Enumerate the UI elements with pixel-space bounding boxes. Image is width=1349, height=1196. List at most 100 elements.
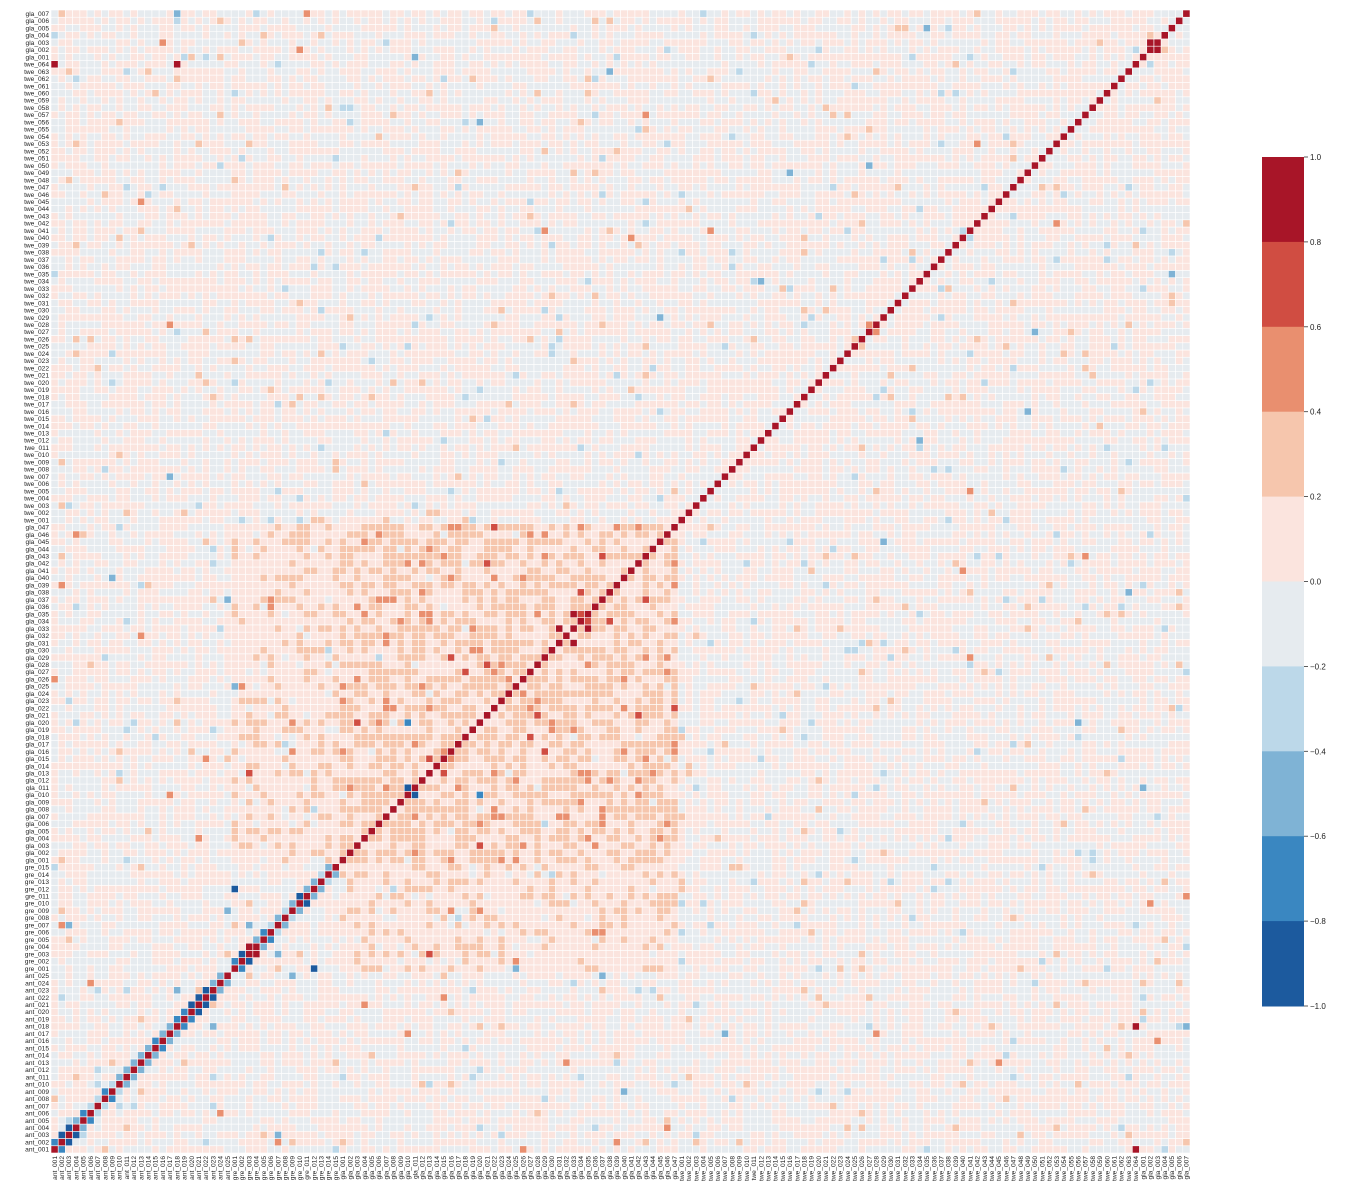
heatmap-cell xyxy=(403,1008,412,1016)
heatmap-cell xyxy=(872,1073,881,1081)
heatmap-cell xyxy=(785,1044,794,1053)
heatmap-cell xyxy=(922,1022,931,1031)
heatmap-cell xyxy=(944,957,953,966)
heatmap-cell xyxy=(295,986,304,995)
heatmap-cell xyxy=(836,1131,845,1139)
heatmap-cell xyxy=(634,1116,643,1125)
heatmap-cell xyxy=(331,1087,340,1096)
heatmap-cell xyxy=(1002,1058,1011,1067)
heatmap-cell xyxy=(627,1015,636,1024)
heatmap-cell xyxy=(605,1058,614,1067)
heatmap-cell xyxy=(620,979,629,987)
heatmap-cell xyxy=(584,928,592,937)
heatmap-cell xyxy=(173,1015,182,1024)
heatmap-cell xyxy=(692,1109,701,1118)
heatmap-cell xyxy=(555,1029,564,1038)
heatmap-cell xyxy=(879,1000,888,1009)
heatmap-cell xyxy=(1103,1087,1111,1096)
heatmap-cell xyxy=(403,935,412,944)
heatmap-cell xyxy=(973,1022,982,1031)
heatmap-cell xyxy=(605,1123,614,1132)
heatmap-cell xyxy=(879,1116,888,1125)
heatmap-cell xyxy=(757,1008,765,1016)
heatmap-cell xyxy=(331,1073,340,1081)
heatmap-cell xyxy=(605,1000,614,1009)
heatmap-cell xyxy=(742,1073,751,1081)
heatmap-cell xyxy=(93,1073,102,1081)
heatmap-cell xyxy=(194,1138,203,1147)
heatmap-cell xyxy=(742,1087,751,1096)
heatmap-cell xyxy=(670,1051,679,1060)
heatmap-cell xyxy=(454,1008,463,1016)
heatmap-cell xyxy=(230,1138,239,1147)
heatmap-cell xyxy=(692,1080,701,1089)
heatmap-cell xyxy=(447,993,455,1002)
heatmap-cell xyxy=(764,1029,773,1038)
heatmap-cell xyxy=(130,1080,138,1089)
heatmap-cell xyxy=(749,1109,758,1118)
heatmap-cell xyxy=(764,993,773,1002)
heatmap-cell xyxy=(814,1080,823,1089)
heatmap-cell xyxy=(785,986,794,995)
heatmap-cell xyxy=(504,1145,513,1154)
heatmap-cell xyxy=(814,1029,823,1038)
heatmap-cell xyxy=(533,1073,542,1081)
heatmap-cell xyxy=(1182,1138,1191,1147)
heatmap-cell xyxy=(591,1102,600,1110)
heatmap-cell xyxy=(57,1138,66,1147)
heatmap-cell xyxy=(461,986,470,995)
heatmap-cell xyxy=(1175,986,1184,995)
heatmap-cell xyxy=(367,1138,376,1147)
heatmap-cell xyxy=(418,979,427,987)
heatmap-cell xyxy=(1045,1008,1054,1016)
heatmap-cell xyxy=(382,1029,391,1038)
heatmap-cell xyxy=(843,1131,852,1139)
heatmap-cell xyxy=(439,957,448,966)
heatmap-cell xyxy=(281,1065,290,1074)
heatmap-cell xyxy=(238,1094,246,1103)
heatmap-cell xyxy=(807,1000,816,1009)
heatmap-cell xyxy=(1175,957,1184,966)
heatmap-cell xyxy=(685,928,693,937)
heatmap-cell xyxy=(591,993,600,1002)
heatmap-cell xyxy=(432,1116,441,1125)
heatmap-cell xyxy=(1081,1051,1090,1060)
heatmap-cell xyxy=(519,1008,528,1016)
heatmap-cell xyxy=(944,971,953,980)
heatmap-cell xyxy=(713,1044,722,1053)
heatmap-cell xyxy=(865,964,874,973)
heatmap-cell xyxy=(367,993,376,1002)
heatmap-cell xyxy=(476,1015,484,1024)
heatmap-cell xyxy=(1160,971,1169,980)
heatmap-cell xyxy=(180,1087,189,1096)
heatmap-cell xyxy=(1038,971,1047,980)
heatmap-cell xyxy=(591,1029,600,1038)
heatmap-cell xyxy=(800,1116,809,1125)
heatmap-cell xyxy=(288,942,297,951)
heatmap-cell xyxy=(454,1051,463,1060)
heatmap-cell xyxy=(526,1094,535,1103)
heatmap-cell xyxy=(569,942,578,951)
heatmap-cell xyxy=(274,979,282,987)
heatmap-cell xyxy=(158,935,167,944)
heatmap-cell xyxy=(238,1000,246,1009)
heatmap-cell xyxy=(649,1138,657,1147)
heatmap-cell xyxy=(1182,993,1191,1002)
heatmap-cell xyxy=(396,1131,405,1139)
heatmap-cell xyxy=(865,986,874,995)
heatmap-cell xyxy=(901,1065,910,1074)
heatmap-cell xyxy=(692,1065,701,1074)
heatmap-cell xyxy=(872,1058,881,1067)
heatmap-cell xyxy=(591,1080,600,1089)
heatmap-cell xyxy=(670,1036,679,1045)
heatmap-cell xyxy=(526,942,535,951)
heatmap-cell xyxy=(519,1094,528,1103)
heatmap-cell xyxy=(86,1109,95,1118)
heatmap-cell xyxy=(101,1022,109,1031)
heatmap-cell xyxy=(130,986,138,995)
heatmap-cell xyxy=(959,950,967,958)
heatmap-cell xyxy=(252,1000,261,1009)
heatmap-cell xyxy=(951,971,960,980)
heatmap-cell xyxy=(1095,993,1104,1002)
heatmap-cell xyxy=(425,1058,434,1067)
